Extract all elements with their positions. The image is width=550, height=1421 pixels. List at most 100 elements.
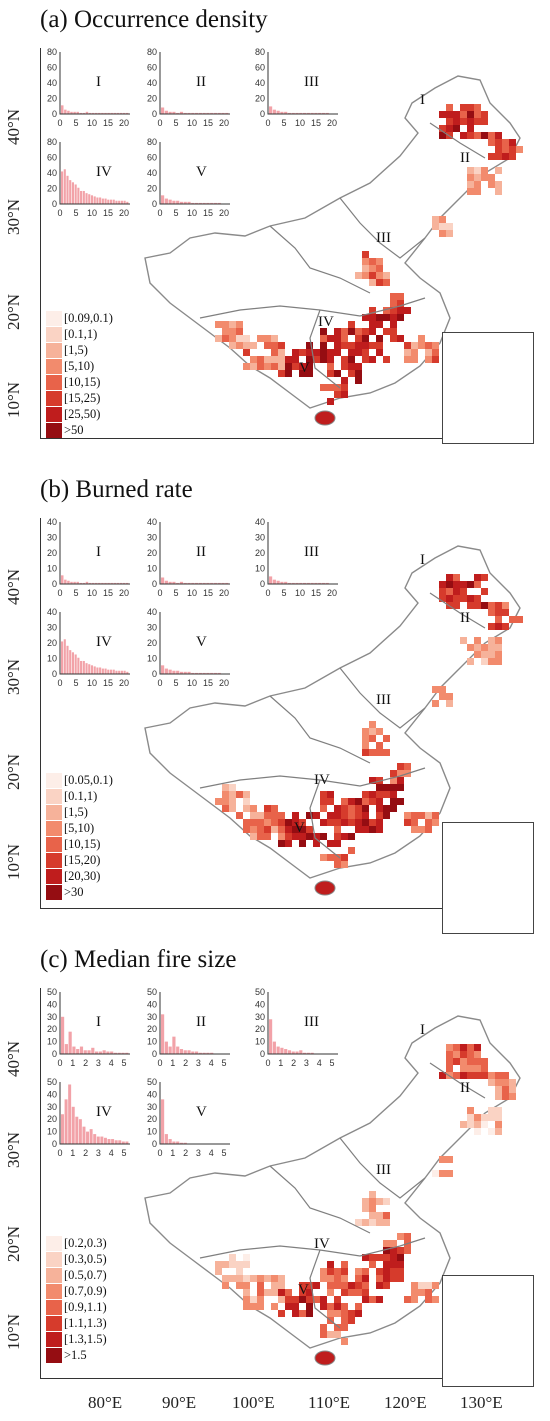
histogram-bar bbox=[85, 193, 88, 204]
histogram-bar bbox=[116, 112, 120, 114]
grid-cell bbox=[292, 812, 299, 819]
histogram-x-tick: 4 bbox=[109, 1148, 114, 1158]
legend-swatch bbox=[46, 1299, 62, 1315]
histogram-bar bbox=[183, 671, 187, 674]
grid-cell bbox=[271, 819, 278, 826]
grid-cell bbox=[439, 132, 446, 139]
histogram-y-tick: 20 bbox=[147, 638, 157, 648]
grid-cell bbox=[355, 363, 362, 370]
region-boundary bbox=[339, 1137, 426, 1199]
grid-cell bbox=[327, 1268, 334, 1275]
grid-cell bbox=[474, 644, 481, 651]
grid-cell bbox=[222, 798, 229, 805]
grid-cell bbox=[236, 1275, 243, 1282]
grid-cell bbox=[341, 819, 348, 826]
histogram-region-label: III bbox=[304, 1014, 319, 1030]
histogram-y-tick: 40 bbox=[147, 78, 157, 88]
grid-cell bbox=[481, 588, 488, 595]
histogram-bar bbox=[183, 1142, 187, 1144]
grid-cell bbox=[474, 637, 481, 644]
histogram-bar bbox=[217, 582, 221, 584]
histogram-bar bbox=[191, 582, 195, 584]
histogram-region-1: 0 10 20 30 40 0 5 10 15 20 bbox=[47, 518, 130, 598]
grid-cell bbox=[348, 349, 355, 356]
grid-cell bbox=[383, 784, 390, 791]
grid-cell bbox=[495, 146, 502, 153]
histogram-bar bbox=[73, 111, 76, 114]
grid-cell bbox=[341, 1275, 348, 1282]
map-frame bbox=[40, 518, 531, 909]
histogram-y-tick: 40 bbox=[47, 168, 57, 178]
histogram-y-tick: 40 bbox=[255, 518, 265, 527]
grid-cell bbox=[362, 791, 369, 798]
legend-item: [0.1,1) bbox=[46, 788, 113, 804]
histogram-bar bbox=[103, 1137, 107, 1144]
histogram-bar bbox=[118, 670, 121, 674]
region-label-iv: IV bbox=[314, 772, 330, 788]
grid-cell bbox=[460, 1044, 467, 1051]
histogram-axes bbox=[59, 992, 130, 1055]
grid-cell bbox=[320, 854, 327, 861]
grid-cell bbox=[439, 686, 446, 693]
histogram-axes bbox=[159, 992, 230, 1055]
histogram-bar bbox=[217, 112, 221, 114]
grid-cell bbox=[369, 1205, 376, 1212]
histogram-bar bbox=[280, 581, 284, 584]
grid-cell bbox=[292, 833, 299, 840]
histogram-bar bbox=[83, 1050, 87, 1054]
grid-cell bbox=[474, 1072, 481, 1079]
histogram-bar bbox=[179, 201, 184, 204]
region-boundary bbox=[269, 1165, 371, 1234]
grid-cell bbox=[404, 349, 411, 356]
legend-item: [0.3,0.5) bbox=[46, 1251, 107, 1267]
grid-cell bbox=[488, 1107, 495, 1114]
region-label-ii: II bbox=[460, 610, 470, 626]
histogram-x-tick: 15 bbox=[203, 678, 213, 688]
grid-cell bbox=[320, 356, 327, 363]
grid-cell bbox=[467, 1121, 474, 1128]
grid-cell bbox=[390, 300, 397, 307]
grid-cell bbox=[334, 1303, 341, 1310]
grid-cell bbox=[278, 819, 285, 826]
histogram-y-tick: 40 bbox=[147, 168, 157, 178]
histogram-bar bbox=[64, 579, 67, 584]
grid-cell bbox=[474, 104, 481, 111]
grid-cell bbox=[376, 279, 383, 286]
grid-cell bbox=[390, 1247, 397, 1254]
grid-cell bbox=[453, 1058, 460, 1065]
grid-cell bbox=[320, 805, 327, 812]
histogram-y-tick: 40 bbox=[255, 78, 265, 88]
histogram-y-tick: 10 bbox=[47, 1037, 57, 1047]
histogram-y-tick: 10 bbox=[47, 1127, 57, 1137]
histogram-region-label: I bbox=[96, 544, 101, 560]
grid-cell bbox=[236, 1268, 243, 1275]
histogram-axes bbox=[267, 522, 338, 585]
grid-cell bbox=[299, 349, 306, 356]
lat-label-40n: 40°N bbox=[4, 568, 23, 605]
grid-cell bbox=[334, 805, 341, 812]
grid-cell bbox=[467, 111, 474, 118]
grid-cell bbox=[460, 1051, 467, 1058]
grid-cell bbox=[495, 602, 502, 609]
grid-cell bbox=[509, 616, 516, 623]
grid-cell bbox=[446, 693, 453, 700]
histogram-bar bbox=[88, 664, 91, 674]
histogram-bar bbox=[318, 582, 322, 584]
grid-cell bbox=[341, 1282, 348, 1289]
histogram-bar bbox=[221, 112, 225, 114]
histogram-bar bbox=[116, 582, 120, 584]
histogram-bar bbox=[187, 671, 191, 674]
grid-cell bbox=[278, 370, 285, 377]
grid-cell bbox=[257, 812, 264, 819]
grid-cell bbox=[453, 574, 460, 581]
grid-cell bbox=[271, 1282, 278, 1289]
legend-swatch bbox=[46, 326, 62, 342]
histogram-bar bbox=[64, 1044, 68, 1054]
histogram-y-tick: 40 bbox=[147, 518, 157, 527]
histogram-bar bbox=[66, 175, 69, 204]
grid-cell bbox=[418, 335, 425, 342]
grid-cell bbox=[250, 805, 257, 812]
lon-label-90e: 90°E bbox=[162, 1393, 197, 1412]
histogram-x-tick: 0 bbox=[265, 588, 270, 598]
